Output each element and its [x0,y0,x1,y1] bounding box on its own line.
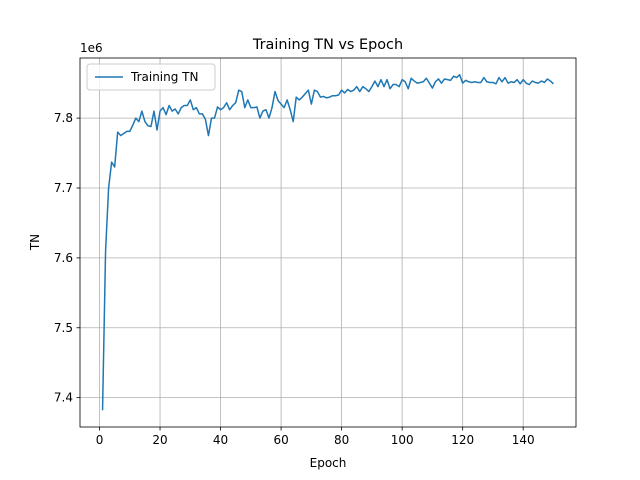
data-line [101,74,554,411]
y-tick-label: 7.6 [54,251,73,265]
axes-frame [79,57,577,428]
y-axis-label: TN [28,234,42,251]
y-tick-label: 7.5 [54,321,73,335]
y-tick-label: 7.7 [54,181,73,195]
x-tick-label: 60 [273,433,288,447]
legend-box [86,63,216,91]
y-tick-label: 7.4 [54,391,73,405]
chart-title: Training TN vs Epoch [252,37,403,53]
y-tick-label: 7.8 [54,111,73,125]
x-tick-label: 20 [152,433,167,447]
x-tick-label: 100 [391,433,414,447]
legend-label: Training TN [130,70,198,84]
x-tick-label: 80 [334,433,349,447]
x-tick-label: 120 [451,433,474,447]
x-axis-label: Epoch [310,456,347,470]
x-tick-label: 140 [512,433,535,447]
y-offset-label: 1e6 [80,41,103,55]
x-tick-label: 0 [96,433,104,447]
x-tick-label: 40 [213,433,228,447]
